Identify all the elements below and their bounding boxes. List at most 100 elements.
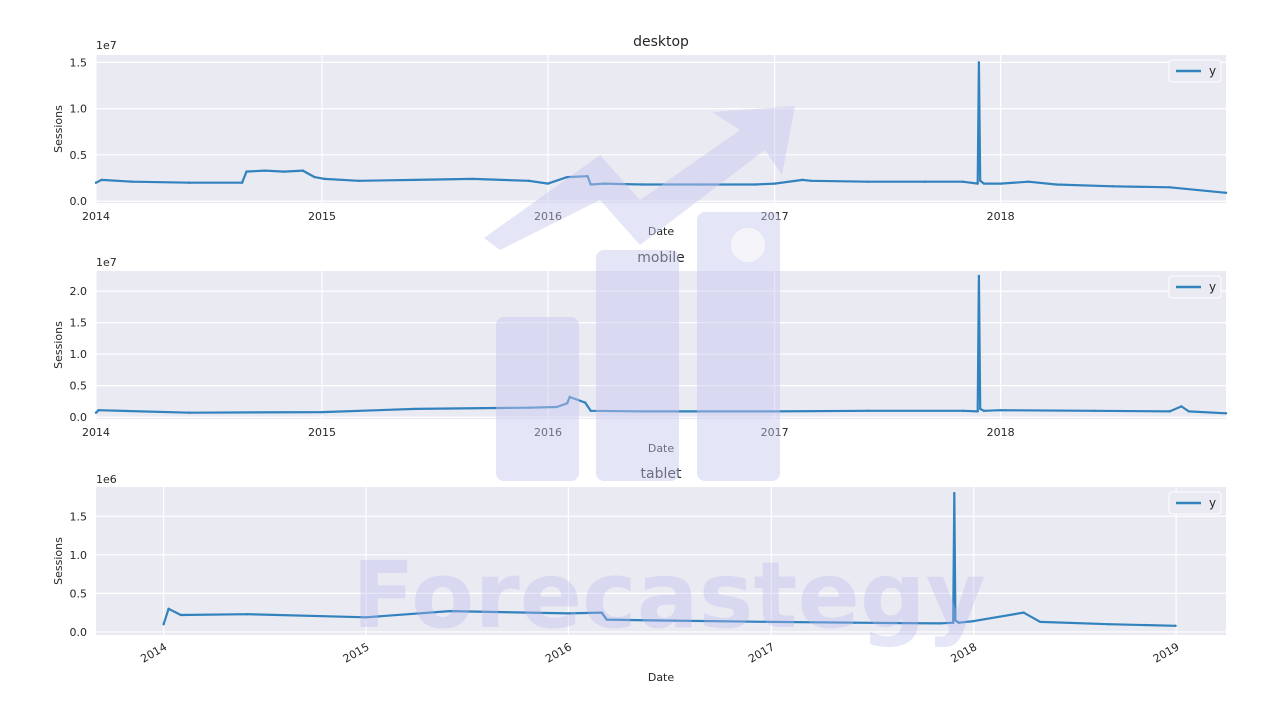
- watermark-text: Forecastegy: [352, 542, 986, 649]
- data-point: [100, 178, 103, 182]
- data-point: [1224, 412, 1228, 415]
- series-lines: [162, 492, 1177, 627]
- data-point: [697, 183, 701, 186]
- data-point: [97, 409, 100, 412]
- data-point: [999, 182, 1002, 185]
- y-tick-label: 1.5: [70, 317, 88, 330]
- data-point: [810, 179, 813, 182]
- x-tick-label: 2018: [987, 210, 1015, 223]
- data-point: [979, 407, 982, 411]
- data-point: [1027, 180, 1030, 183]
- data-point: [320, 410, 324, 414]
- data-point: [1168, 410, 1171, 413]
- x-tick-label: 2017: [761, 426, 789, 439]
- y-tick-label: 0.5: [70, 149, 88, 162]
- data-point: [283, 170, 286, 173]
- data-point: [357, 179, 360, 182]
- legend-label: y: [1209, 64, 1216, 78]
- data-point: [1092, 409, 1096, 412]
- data-point: [414, 407, 417, 411]
- plot-area: [96, 55, 1226, 203]
- data-point: [546, 182, 550, 185]
- data-point: [364, 616, 368, 619]
- data-point: [640, 183, 644, 186]
- series-line-y: [162, 492, 1177, 627]
- y-tick-label: 0.5: [70, 380, 88, 393]
- data-point: [94, 181, 98, 184]
- data-point: [976, 182, 979, 185]
- data-point: [313, 175, 316, 179]
- chart-title: desktop: [633, 34, 689, 50]
- chart-title: tablet: [641, 466, 682, 482]
- data-point: [866, 180, 870, 183]
- data-point: [1168, 186, 1171, 189]
- x-tick-label: 2014: [138, 640, 169, 665]
- panel-desktop: 0.0 0.5 1.0 1.5 2014 2015 2016 2017 2018 deskto…: [52, 34, 1228, 238]
- data-point: [773, 182, 776, 185]
- x-tick-label: 2014: [82, 426, 110, 439]
- x-tick-label: 2014: [82, 210, 110, 223]
- data-point: [527, 179, 530, 182]
- data-point: [555, 405, 558, 409]
- x-ticks: 2014 2015 2016 2017 2018: [82, 426, 1015, 439]
- x-ticks: 2014 2015 2016 2017 2018: [82, 210, 1015, 223]
- y-tick-label: 1.0: [70, 103, 88, 116]
- y-ticks: 0.0 0.5 1.0 1.5: [70, 510, 88, 639]
- series-lines: [94, 274, 1228, 415]
- data-point: [584, 401, 587, 404]
- x-axis-label: Date: [648, 671, 675, 684]
- plot-area: [96, 487, 1226, 635]
- data-point: [589, 409, 592, 412]
- data-point: [567, 612, 570, 615]
- data-point: [600, 611, 603, 614]
- data-point: [568, 395, 571, 399]
- data-point: [651, 619, 654, 622]
- data-point: [640, 410, 644, 413]
- y-tick-label: 1.0: [70, 549, 88, 562]
- y-tick-label: 0.0: [70, 626, 88, 639]
- data-point: [94, 411, 98, 414]
- x-tick-label: 2017: [761, 210, 789, 223]
- data-point: [589, 183, 592, 186]
- y-offset-label: 1e7: [96, 256, 117, 269]
- data-point: [263, 169, 267, 172]
- data-point: [240, 181, 244, 184]
- data-point: [245, 170, 248, 173]
- data-point: [853, 621, 857, 624]
- data-point: [1111, 185, 1114, 188]
- data-point: [179, 613, 182, 617]
- data-point: [866, 409, 870, 412]
- data-point: [961, 180, 964, 183]
- y-tick-label: 2.0: [70, 285, 88, 298]
- data-point: [167, 607, 170, 610]
- legend: y: [1168, 275, 1222, 299]
- data-point: [301, 169, 304, 172]
- y-tick-label: 0.5: [70, 587, 88, 600]
- data-point: [953, 492, 956, 495]
- y-tick-label: 1.5: [70, 56, 88, 69]
- y-axis-label: Sessions: [52, 537, 65, 585]
- plot-area: [96, 271, 1226, 419]
- data-point: [754, 183, 757, 186]
- data-point: [773, 410, 776, 413]
- y-ticks: 0.0 0.5 1.0 1.5 2.0: [70, 285, 88, 424]
- data-point: [603, 182, 606, 185]
- data-point: [1039, 620, 1042, 624]
- data-point: [1224, 191, 1228, 194]
- x-axis-label: Date: [648, 442, 675, 455]
- data-point: [982, 409, 986, 412]
- x-tick-label: 2019: [1151, 640, 1182, 665]
- data-point: [801, 178, 804, 182]
- data-point: [1174, 624, 1177, 627]
- legend: y: [1168, 491, 1222, 515]
- y-tick-label: 0.0: [70, 411, 88, 424]
- data-point: [131, 180, 134, 183]
- y-offset-label: 1e7: [96, 39, 117, 52]
- x-tick-label: 2018: [987, 426, 1015, 439]
- data-point: [977, 274, 981, 278]
- data-point: [976, 410, 979, 413]
- data-point: [957, 621, 960, 624]
- y-axis-label: Sessions: [52, 321, 65, 369]
- data-point: [605, 618, 608, 621]
